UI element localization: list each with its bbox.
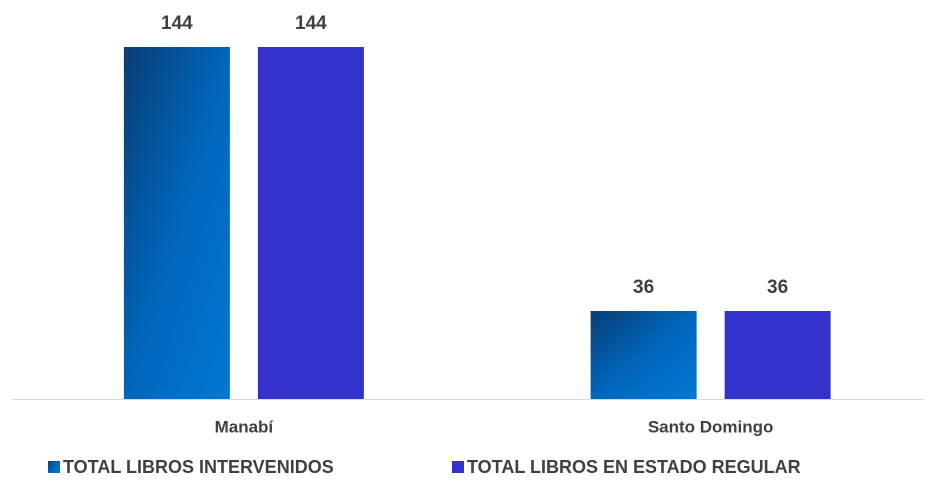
value-label: 144 <box>295 13 327 34</box>
value-label: 36 <box>633 277 654 298</box>
x-tick-label: Santo Domingo <box>648 417 774 436</box>
legend-label: TOTAL LIBROS INTERVENIDOS <box>63 457 334 477</box>
legend-swatch <box>452 461 464 473</box>
value-label: 36 <box>767 277 788 298</box>
bar <box>257 47 364 399</box>
legend-swatch <box>48 461 60 473</box>
bar <box>724 311 831 399</box>
legend-label: TOTAL LIBROS EN ESTADO REGULAR <box>467 457 801 477</box>
value-label: 144 <box>161 13 193 34</box>
bar <box>590 311 697 399</box>
bar <box>123 47 230 399</box>
x-tick-label: Manabí <box>215 417 275 436</box>
